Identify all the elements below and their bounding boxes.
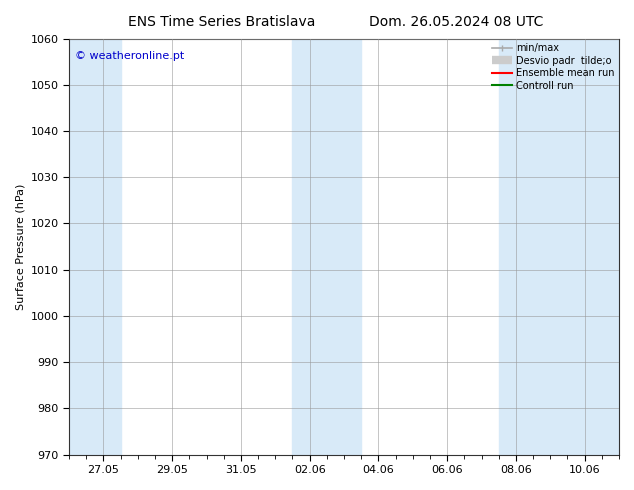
- Bar: [69, 39, 120, 455]
- Text: ENS Time Series Bratislava: ENS Time Series Bratislava: [128, 15, 316, 29]
- Legend: min/max, Desvio padr  tilde;o, Ensemble mean run, Controll run: min/max, Desvio padr tilde;o, Ensemble m…: [490, 42, 616, 93]
- Y-axis label: Surface Pressure (hPa): Surface Pressure (hPa): [15, 183, 25, 310]
- Text: Dom. 26.05.2024 08 UTC: Dom. 26.05.2024 08 UTC: [369, 15, 544, 29]
- Bar: [499, 39, 619, 455]
- Bar: [292, 39, 361, 455]
- Text: © weatheronline.pt: © weatheronline.pt: [75, 51, 184, 61]
